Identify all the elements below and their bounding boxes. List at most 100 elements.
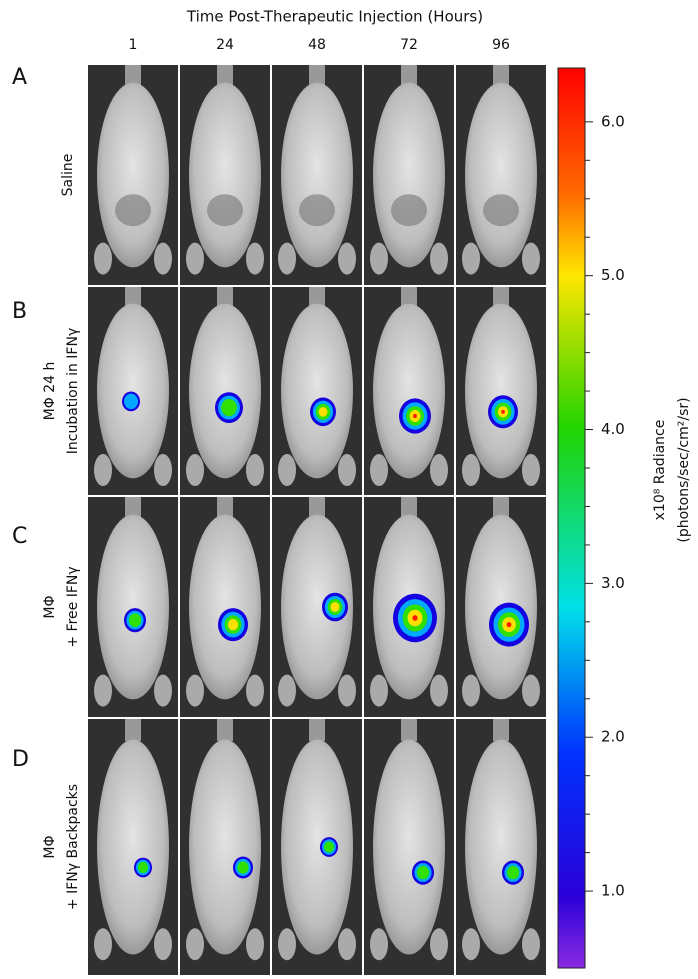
mouse-body	[281, 82, 353, 268]
holder	[401, 719, 417, 741]
row-letter: C	[12, 524, 27, 549]
mouse-leg	[338, 674, 356, 707]
mouse-body	[465, 739, 537, 955]
row-label: MΦ	[42, 835, 58, 858]
tick-label: 5.0	[601, 266, 625, 284]
mouse-leg	[278, 242, 296, 275]
mouse-leg	[154, 454, 172, 487]
mouse-leg	[94, 242, 112, 275]
mouse-leg	[186, 674, 204, 707]
mouse-leg	[522, 928, 540, 961]
mouse-leg	[186, 242, 204, 275]
mouse-body	[189, 739, 261, 955]
row-a: A Saline	[12, 65, 546, 285]
signal	[413, 413, 417, 419]
holder	[125, 65, 141, 87]
column-label: 96	[492, 37, 510, 53]
mouse-leg	[154, 928, 172, 961]
signal	[318, 406, 328, 417]
signal	[227, 618, 239, 631]
row-letter: B	[12, 299, 27, 324]
colorbar-label: (photons/sec/cm²/sr)	[676, 397, 692, 542]
mouse-body	[281, 514, 353, 700]
mouse-leg	[246, 242, 264, 275]
signal	[137, 861, 149, 874]
mouse-leg	[338, 242, 356, 275]
holder	[309, 497, 325, 519]
row-label: + IFNγ Backpacks	[65, 784, 81, 910]
mouse-body	[373, 739, 445, 955]
mouse-leg	[462, 242, 480, 275]
row-label: + Free IFNγ	[65, 566, 81, 647]
mouse-leg	[462, 674, 480, 707]
holder	[217, 287, 233, 309]
mouse-body	[465, 82, 537, 268]
column-label: 1	[129, 37, 138, 53]
signal	[221, 399, 237, 417]
tick-label: 1.0	[601, 882, 625, 900]
mouse-leg	[338, 928, 356, 961]
signal	[412, 615, 418, 621]
holder	[309, 65, 325, 87]
signal	[237, 861, 249, 874]
colorbar	[557, 67, 586, 969]
mouse-leg	[94, 928, 112, 961]
mouse-body	[373, 82, 445, 268]
mouse-body	[97, 303, 169, 479]
mouse-leg	[278, 674, 296, 707]
row-c: C MΦ + Free IFNγ	[12, 497, 546, 717]
row-b: B MΦ 24 h Incubation in IFNγ	[12, 287, 546, 495]
colorbar-label: x10⁸ Radiance	[652, 420, 668, 521]
signal	[330, 602, 340, 612]
mouse-leg	[186, 454, 204, 487]
tick-label: 2.0	[601, 728, 625, 746]
column-label: 24	[216, 37, 234, 53]
column-label: 72	[400, 37, 418, 53]
abdomen-shade	[483, 194, 519, 227]
row-letter: D	[12, 747, 29, 772]
abdomen-shade	[115, 194, 151, 227]
mouse-body	[97, 82, 169, 268]
mouse-leg	[522, 454, 540, 487]
holder	[125, 497, 141, 519]
mouse-leg	[462, 454, 480, 487]
holder	[217, 497, 233, 519]
mouse-leg	[154, 242, 172, 275]
holder	[217, 65, 233, 87]
mouse-leg	[430, 928, 448, 961]
row-label: Incubation in IFNγ	[65, 328, 81, 454]
mouse-body	[189, 303, 261, 479]
mouse-leg	[154, 674, 172, 707]
holder	[401, 497, 417, 519]
mouse-leg	[94, 454, 112, 487]
mouse-body	[189, 82, 261, 268]
signal	[128, 613, 142, 627]
mouse-leg	[370, 454, 388, 487]
mouse-leg	[278, 928, 296, 961]
mouse-leg	[278, 454, 296, 487]
signal	[506, 865, 520, 880]
mouse-leg	[430, 454, 448, 487]
mouse-body	[465, 303, 537, 479]
holder	[401, 287, 417, 309]
abdomen-shade	[207, 194, 243, 227]
mouse-body	[281, 739, 353, 955]
mouse-body	[281, 303, 353, 479]
mouse-leg	[370, 928, 388, 961]
mouse-leg	[430, 242, 448, 275]
mouse-body	[97, 514, 169, 700]
mouse-leg	[246, 454, 264, 487]
row-letter: A	[12, 65, 27, 90]
mouse-body	[97, 739, 169, 955]
holder	[125, 719, 141, 741]
holder	[309, 287, 325, 309]
mouse-leg	[338, 454, 356, 487]
mouse-leg	[522, 242, 540, 275]
row-d: D MΦ + IFNγ Backpacks	[12, 719, 546, 975]
abdomen-shade	[391, 194, 427, 227]
mouse-body	[189, 514, 261, 700]
holder	[401, 65, 417, 87]
mouse-leg	[246, 674, 264, 707]
holder	[125, 287, 141, 309]
